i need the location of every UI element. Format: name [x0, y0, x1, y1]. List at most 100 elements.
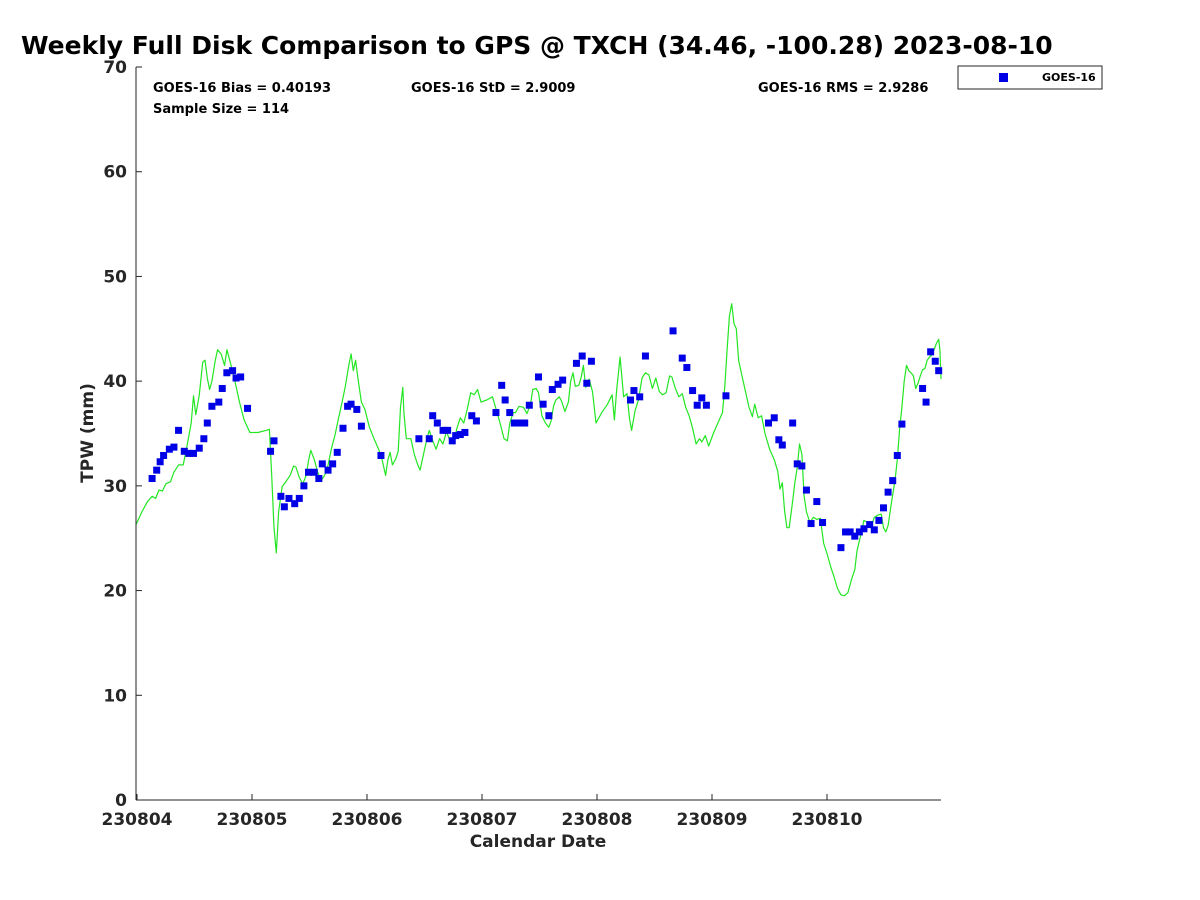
goes16-point	[160, 451, 168, 459]
goes-series-layer	[148, 327, 943, 552]
plot-area	[135, 303, 943, 597]
goes16-point	[510, 419, 518, 427]
goes16-point	[572, 359, 580, 367]
goes16-point	[559, 376, 567, 384]
y-tick-label: 40	[103, 372, 127, 392]
goes16-point	[229, 367, 237, 375]
goes16-point	[893, 451, 901, 459]
legend: GOES-16	[957, 65, 1103, 90]
goes16-point	[793, 460, 801, 468]
goes16-point	[683, 364, 691, 372]
goes16-point	[305, 468, 312, 476]
goes16-point	[452, 432, 460, 440]
goes16-point	[813, 498, 821, 506]
goes16-point	[539, 400, 547, 408]
goes16-point	[190, 449, 197, 457]
goes16-point	[919, 384, 927, 392]
goes16-point	[468, 412, 476, 420]
goes16-point	[448, 437, 456, 445]
goes16-point	[689, 387, 697, 395]
goes16-point	[789, 419, 797, 427]
x-tick-label: 230807	[447, 810, 518, 830]
gps-line	[135, 303, 942, 597]
goes16-point	[223, 369, 231, 377]
goes16-point	[285, 494, 293, 502]
goes16-point	[218, 384, 226, 392]
goes16-point	[347, 400, 355, 408]
goes16-point	[935, 367, 943, 375]
y-tick-label: 50	[103, 267, 127, 287]
goes16-point	[195, 444, 203, 452]
goes16-point	[506, 409, 514, 417]
goes16-point	[630, 387, 638, 395]
goes16-point	[678, 354, 686, 362]
goes16-point	[295, 494, 303, 502]
goes16-point	[898, 420, 906, 428]
goes16-point	[270, 437, 278, 445]
goes16-point	[501, 396, 509, 404]
goes16-point	[641, 352, 649, 360]
goes16-point	[329, 460, 337, 468]
goes16-point	[280, 503, 288, 511]
goes16-point	[153, 466, 161, 474]
goes16-point	[554, 380, 562, 388]
x-axis-ticks: 230804 230805 230806 230807 230808 230809 2308…	[102, 794, 863, 830]
std-stat: GOES-16 StD = 2.9009	[411, 81, 575, 96]
y-tick-label: 20	[103, 582, 127, 602]
goes16-point	[802, 486, 810, 494]
gps-series-layer	[135, 303, 942, 597]
sample-size-stat: Sample Size = 114	[153, 102, 289, 117]
goes16-point	[535, 373, 542, 381]
goes16-point	[698, 394, 706, 402]
x-tick-label: 230805	[217, 810, 288, 830]
goes16-point	[492, 409, 500, 417]
goes16-point	[300, 482, 308, 490]
goes16-point	[439, 426, 447, 434]
goes16-point	[870, 526, 878, 534]
goes16-point	[860, 525, 868, 533]
legend-marker-goes16	[999, 73, 1008, 82]
goes16-point	[851, 532, 859, 540]
goes16-point	[277, 492, 285, 500]
goes16-point	[875, 516, 883, 524]
goes16-point	[516, 419, 524, 427]
goes16-point	[819, 519, 827, 527]
goes16-point	[444, 426, 452, 434]
goes16-point	[521, 419, 529, 427]
goes16-point	[357, 422, 365, 430]
goes16-point	[889, 477, 897, 485]
goes16-point	[148, 475, 156, 483]
goes16-point	[627, 396, 634, 404]
goes16-point	[842, 528, 850, 536]
goes16-point	[722, 392, 730, 400]
goes16-point	[866, 521, 874, 529]
goes16-point	[770, 414, 778, 422]
y-tick-label: 70	[103, 58, 127, 78]
goes16-point	[778, 441, 786, 449]
legend-label-goes16: GOES-16	[1042, 71, 1096, 84]
goes16-point	[180, 447, 188, 455]
goes16-point	[922, 398, 930, 406]
goes16-point	[578, 352, 586, 360]
goes16-point	[353, 405, 361, 413]
goes16-point	[324, 466, 332, 474]
goes16-point	[203, 419, 211, 427]
x-tick-label: 230806	[332, 810, 403, 830]
goes16-point	[267, 447, 275, 455]
bias-stat: GOES-16 Bias = 0.40193	[153, 81, 331, 96]
goes16-point	[291, 500, 299, 508]
goes16-point	[339, 424, 347, 432]
goes16-point	[244, 404, 252, 412]
goes16-point	[318, 460, 326, 468]
goes16-point	[545, 412, 553, 420]
goes16-point	[807, 520, 815, 528]
goes16-point	[433, 419, 441, 427]
goes16-point	[185, 449, 193, 457]
goes16-point	[333, 448, 341, 456]
goes16-point	[702, 401, 710, 409]
goes16-point	[931, 357, 939, 365]
goes16-point	[200, 435, 208, 443]
goes16-point	[837, 544, 845, 552]
x-tick-label: 230810	[792, 810, 863, 830]
